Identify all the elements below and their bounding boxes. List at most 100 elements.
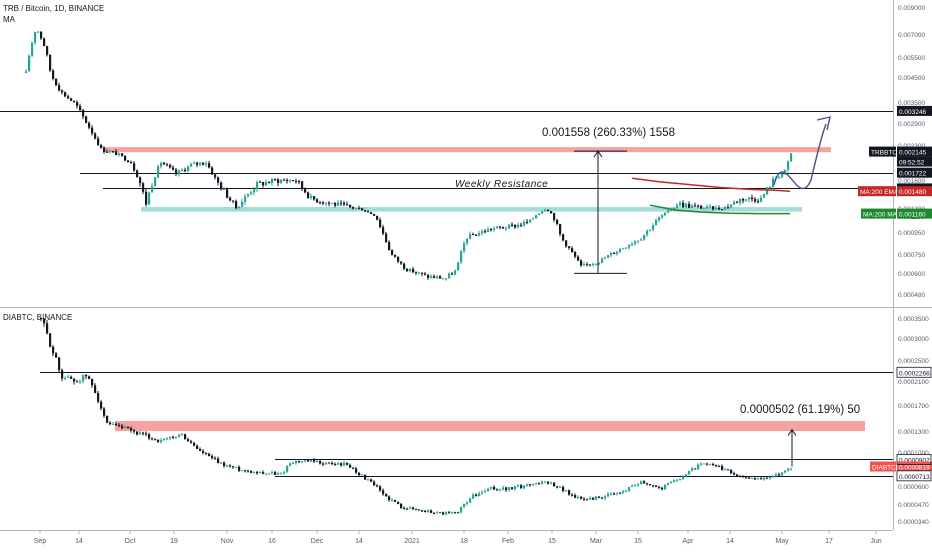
top-candle [748,197,751,200]
bottom-candle [595,496,598,500]
bottom-candle [727,469,730,471]
bottom-candle [589,497,592,500]
top-candle [292,180,295,182]
bottom-candle [631,485,634,487]
bottom-y-tick-label: 0.0000600 [898,484,929,491]
top-candle [121,153,124,156]
top-candle [772,178,775,187]
bottom-candle [352,467,355,469]
bottom-candle [118,425,121,427]
bottom-candle [514,486,517,490]
top-candle [64,92,67,97]
top-candle [526,221,529,223]
bottom-candle [151,438,154,440]
bottom-candle [685,474,688,477]
top-candle [544,209,547,212]
top-candle [778,177,781,179]
bottom-candle [115,423,118,426]
bottom-candle [460,506,463,513]
top-y-tick-label: 0.001600 [898,178,925,185]
bottom-candle [43,318,46,324]
bottom-level-price-outline [896,366,932,378]
bottom-candle [787,468,790,471]
bottom-candle [781,472,784,476]
bottom-candle [748,477,751,479]
bottom-candle [406,508,409,510]
bottom-candle [493,486,496,490]
top-candle [223,189,226,191]
bottom-candle [298,460,301,462]
bottom-candle [442,512,445,515]
bottom-candle [208,453,211,457]
top-candle [535,215,538,219]
top-measure-label: 0.001558 (260.33%) 1558 [542,127,675,139]
bottom-candle [202,450,205,453]
bottom-candle [142,432,145,434]
bottom-y-tick-label: 0.0002500 [898,358,929,365]
bottom-candle [385,494,388,497]
top-candle [349,204,352,208]
bottom-candle [280,473,283,475]
bottom-candle [499,489,502,491]
bottom-candle [601,497,604,499]
bottom-candle [112,423,115,425]
top-candle [187,166,190,171]
top-candle [760,197,763,202]
bottom-candle [238,466,241,471]
bottom-candle [739,476,742,478]
time-axis-label: 17 [825,538,833,545]
bottom-candle [58,357,61,371]
top-candle [163,162,166,165]
top-candle [301,181,304,189]
bottom-level-price-label-bg [897,470,932,481]
top-candle [76,102,79,106]
bottom-candle [271,472,274,474]
bottom-candle [763,477,766,480]
bottom-candle [757,478,760,480]
top-candle [61,90,64,93]
top-candle [721,209,724,211]
time-axis-label: Dec [311,538,324,545]
bottom-candle [136,431,139,435]
top-candle [340,202,343,204]
bottom-candle [331,462,334,465]
top-candle [190,163,193,167]
top-candle [148,192,151,205]
bottom-candle [184,434,187,440]
bottom-candle [466,502,469,504]
top-candle [79,105,82,111]
top-y-tick-label: 0.009000 [898,5,925,12]
bottom-candle [610,493,613,495]
top-candle [73,100,76,103]
top-candle [403,263,406,269]
top-candle [445,278,448,280]
bottom-candle [667,483,670,485]
bottom-candle [106,415,109,423]
bottom-candle [766,477,769,479]
top-candle [607,255,610,258]
bottom-candle [367,479,370,481]
top-candle [652,225,655,230]
bottom-candle [652,485,655,487]
bottom-candle [169,436,172,439]
top-candle [298,181,301,183]
top-candle [238,207,241,209]
top-candle [100,144,103,148]
bottom-y-tick-label: 0.0000470 [898,502,929,509]
bottom-candle [301,460,304,462]
top-candle [613,253,616,255]
bottom-symbol-title: DIABTC, BINANCE [3,313,73,322]
bottom-candle [619,492,622,494]
bottom-candle [109,422,112,425]
bottom-candle [562,486,565,491]
top-candle [565,240,568,247]
ema200-line [631,177,791,192]
bottom-candle [724,469,727,471]
bottom-candle [181,434,184,436]
bottom-level-price-label-bg [897,454,932,465]
time-axis-label: 14 [355,538,363,545]
bottom-candle [427,510,430,513]
top-candle [265,182,268,186]
